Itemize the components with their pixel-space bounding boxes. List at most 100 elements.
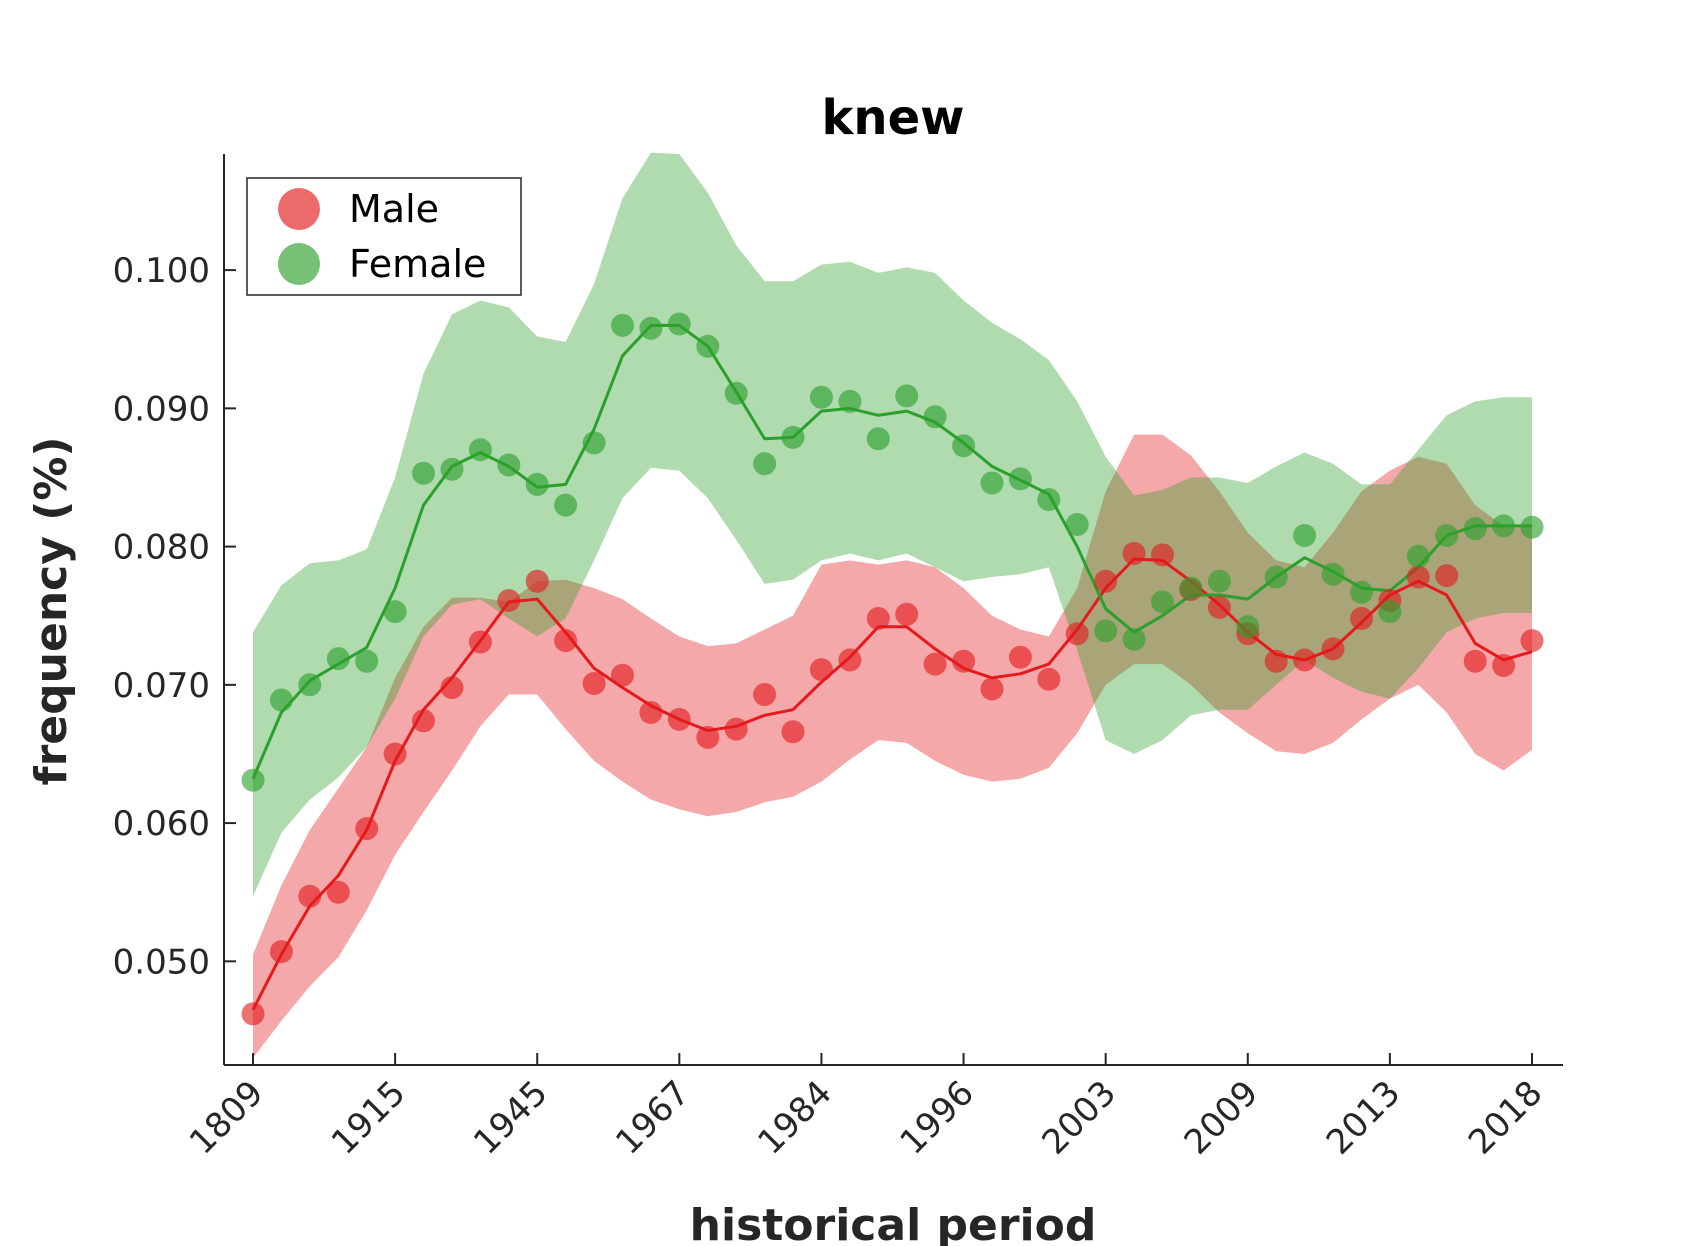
point-female	[1236, 615, 1260, 639]
point-male	[440, 676, 464, 700]
point-female	[269, 688, 293, 712]
x-tick-label: 1809	[182, 1073, 271, 1162]
point-male	[497, 589, 521, 612]
point-female	[241, 768, 265, 792]
point-female	[1207, 569, 1231, 593]
point-male	[895, 602, 919, 626]
point-male	[1293, 648, 1317, 672]
point-male	[1435, 564, 1459, 588]
point-female	[1122, 627, 1146, 651]
y-tick-label: 0.080	[113, 528, 210, 568]
point-male	[1094, 569, 1118, 593]
point-male	[1065, 622, 1089, 646]
point-female	[724, 381, 748, 405]
point-female	[355, 649, 379, 673]
point-female	[1065, 513, 1089, 536]
chart-title: knew	[822, 90, 965, 146]
x-tick-label: 1915	[324, 1073, 413, 1162]
point-female	[1435, 524, 1459, 547]
point-male	[525, 569, 549, 593]
legend-label-female: Female	[349, 242, 486, 286]
point-male	[753, 683, 777, 706]
point-female	[980, 471, 1004, 495]
point-female	[866, 427, 890, 451]
point-female	[809, 385, 833, 409]
point-male	[696, 725, 720, 749]
point-female	[781, 425, 805, 449]
point-male	[582, 672, 606, 695]
point-female	[554, 493, 578, 517]
point-female	[1151, 590, 1174, 614]
confidence-bands	[253, 152, 1532, 1059]
point-male	[468, 630, 492, 654]
legend-marker-male	[278, 188, 320, 230]
point-female	[639, 316, 663, 340]
point-male	[554, 629, 578, 653]
point-female	[1037, 488, 1061, 512]
point-male	[269, 940, 293, 964]
point-male	[326, 880, 350, 904]
point-female	[440, 457, 464, 481]
point-male	[1321, 637, 1345, 661]
point-male	[241, 1002, 265, 1026]
point-female	[1350, 580, 1373, 604]
point-female	[412, 461, 435, 485]
point-female	[1378, 600, 1402, 624]
point-female	[582, 431, 606, 455]
point-male	[383, 742, 407, 766]
x-tick-label: 1967	[608, 1073, 697, 1162]
point-male	[781, 720, 805, 744]
point-male	[412, 709, 435, 733]
y-tick-label: 0.050	[113, 942, 210, 982]
point-female	[838, 389, 862, 413]
y-axis-title: frequency (%)	[26, 436, 77, 785]
point-male	[724, 717, 748, 741]
x-tick-label: 2013	[1319, 1073, 1408, 1162]
point-male	[611, 663, 634, 687]
point-female	[667, 312, 691, 336]
point-male	[1008, 645, 1032, 669]
band-male	[253, 434, 1532, 1059]
y-tick-label: 0.100	[113, 251, 210, 291]
x-tick-label: 1984	[750, 1073, 839, 1162]
point-female	[1520, 515, 1544, 539]
point-female	[611, 313, 634, 337]
data-points	[241, 312, 1544, 1026]
point-female	[1293, 524, 1317, 547]
x-tick-label: 2018	[1461, 1073, 1550, 1162]
point-female	[923, 405, 947, 429]
point-male	[838, 648, 862, 672]
point-male	[1151, 543, 1174, 567]
point-male	[298, 884, 322, 908]
point-female	[1264, 565, 1288, 589]
point-female	[1406, 544, 1430, 568]
point-male	[1406, 565, 1430, 589]
x-ticks: 1809 1915 1945 1967 1984 1996 2003 2009 2013 2018	[182, 1053, 1550, 1163]
point-female	[1492, 514, 1516, 538]
band-female	[253, 152, 1532, 897]
point-male	[667, 707, 691, 731]
legend-marker-female	[278, 243, 320, 285]
point-female	[468, 438, 492, 462]
point-female	[497, 453, 521, 477]
point-female	[1321, 562, 1345, 586]
y-tick-label: 0.070	[113, 666, 210, 706]
y-tick-label: 0.060	[113, 804, 210, 844]
point-male	[1492, 654, 1516, 677]
point-male	[923, 652, 947, 676]
point-female	[326, 647, 350, 671]
point-male	[1350, 607, 1373, 630]
line-female	[251, 323, 1532, 780]
x-axis-title: historical period	[690, 1200, 1097, 1246]
axes	[223, 154, 1563, 1066]
point-male	[980, 677, 1004, 701]
point-female	[1094, 619, 1118, 643]
legend: Male Female	[246, 177, 522, 296]
x-tick-label: 1945	[466, 1073, 555, 1162]
point-male	[1264, 649, 1288, 673]
point-female	[525, 472, 549, 496]
point-female	[1008, 467, 1032, 491]
point-male	[639, 701, 663, 724]
legend-label-male: Male	[349, 187, 439, 231]
